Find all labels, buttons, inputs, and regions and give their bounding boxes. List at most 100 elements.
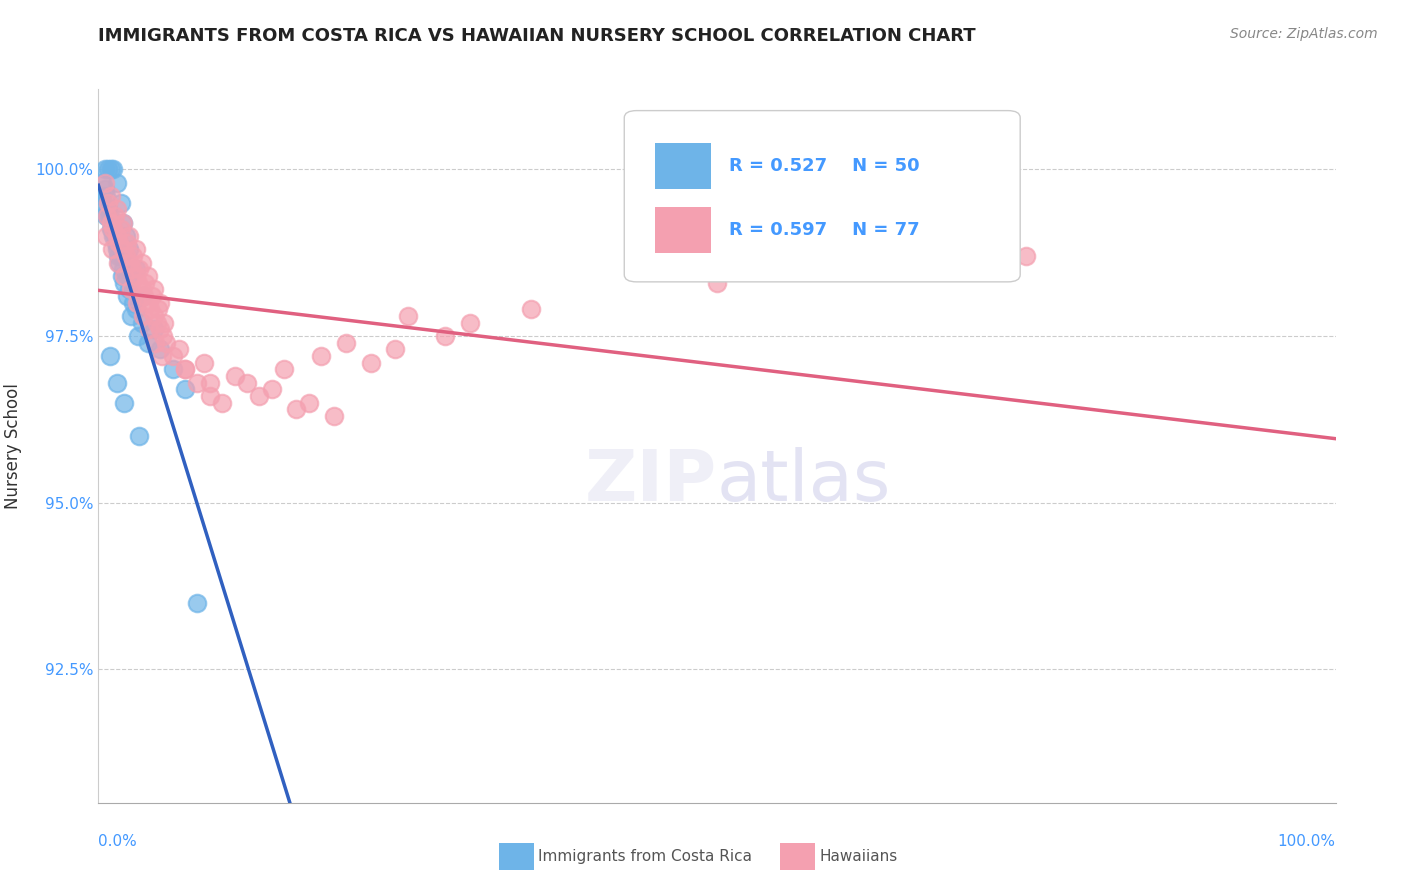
Point: [105, 176, 128, 190]
Point: [273, 362, 295, 376]
Point: [134, 289, 156, 303]
Point: [96, 209, 118, 223]
Point: [124, 262, 146, 277]
Point: [127, 329, 149, 343]
Point: [100, 162, 122, 177]
Point: [198, 389, 221, 403]
Point: [105, 242, 128, 256]
Point: [107, 249, 129, 263]
Point: [520, 302, 543, 317]
Point: [247, 389, 270, 403]
Bar: [655, 143, 711, 189]
Point: [224, 368, 246, 383]
Point: [108, 255, 131, 269]
Text: 0.0%: 0.0%: [98, 834, 138, 849]
Point: [309, 349, 332, 363]
Point: [128, 262, 150, 277]
Point: [458, 316, 481, 330]
Point: [360, 356, 382, 370]
Point: [174, 362, 197, 376]
Point: [94, 189, 117, 203]
Point: [103, 228, 125, 243]
Point: [118, 228, 141, 243]
Text: atlas: atlas: [717, 447, 891, 516]
Point: [396, 309, 419, 323]
Point: [103, 209, 125, 223]
Point: [110, 249, 132, 263]
Point: [149, 322, 172, 336]
Point: [93, 162, 115, 177]
Point: [107, 255, 129, 269]
Point: [260, 382, 283, 396]
Point: [121, 262, 143, 277]
Point: [114, 228, 136, 243]
Point: [103, 222, 125, 236]
Point: [132, 289, 155, 303]
Point: [134, 276, 156, 290]
Point: [136, 295, 159, 310]
Point: [112, 216, 135, 230]
Point: [322, 409, 344, 423]
Text: R = 0.527    N = 50: R = 0.527 N = 50: [730, 157, 920, 175]
Point: [96, 209, 118, 223]
Point: [124, 242, 146, 256]
Point: [98, 349, 121, 363]
Point: [115, 235, 138, 250]
Point: [132, 309, 155, 323]
Point: [101, 242, 124, 256]
Text: Immigrants from Costa Rica: Immigrants from Costa Rica: [538, 849, 752, 863]
Point: [174, 362, 197, 376]
Point: [114, 249, 136, 263]
Point: [146, 302, 169, 317]
Point: [143, 335, 166, 350]
Point: [118, 242, 141, 256]
Point: [97, 202, 120, 217]
Point: [136, 335, 159, 350]
Point: [100, 189, 122, 203]
Point: [335, 335, 357, 350]
Point: [143, 282, 166, 296]
Point: [103, 228, 125, 243]
Point: [198, 376, 221, 390]
Point: [128, 429, 150, 443]
Point: [98, 209, 121, 223]
Point: [433, 329, 456, 343]
Point: [122, 295, 145, 310]
Point: [115, 289, 138, 303]
Point: [131, 255, 153, 269]
Point: [150, 349, 173, 363]
Point: [186, 376, 208, 390]
Point: [110, 195, 132, 210]
Point: [139, 302, 162, 317]
Point: [167, 343, 190, 357]
Point: [131, 316, 153, 330]
Point: [145, 316, 167, 330]
Text: R = 0.597    N = 77: R = 0.597 N = 77: [730, 221, 920, 239]
Point: [193, 356, 215, 370]
Point: [162, 362, 184, 376]
Point: [105, 228, 128, 243]
Text: Source: ZipAtlas.com: Source: ZipAtlas.com: [1230, 27, 1378, 41]
Point: [124, 302, 146, 317]
Point: [706, 276, 728, 290]
Point: [93, 195, 115, 210]
Text: IMMIGRANTS FROM COSTA RICA VS HAWAIIAN NURSERY SCHOOL CORRELATION CHART: IMMIGRANTS FROM COSTA RICA VS HAWAIIAN N…: [98, 27, 976, 45]
Point: [112, 395, 135, 409]
Point: [149, 295, 172, 310]
Point: [298, 395, 321, 409]
Point: [91, 189, 114, 203]
Point: [118, 282, 141, 296]
Point: [127, 276, 149, 290]
Point: [141, 289, 163, 303]
Point: [124, 268, 146, 283]
Point: [211, 395, 233, 409]
Bar: [655, 207, 711, 253]
Point: [149, 343, 172, 357]
FancyBboxPatch shape: [624, 111, 1021, 282]
Point: [174, 382, 197, 396]
Point: [94, 209, 117, 223]
Point: [122, 249, 145, 263]
Point: [112, 262, 135, 277]
Point: [94, 228, 117, 243]
Point: [138, 322, 160, 336]
